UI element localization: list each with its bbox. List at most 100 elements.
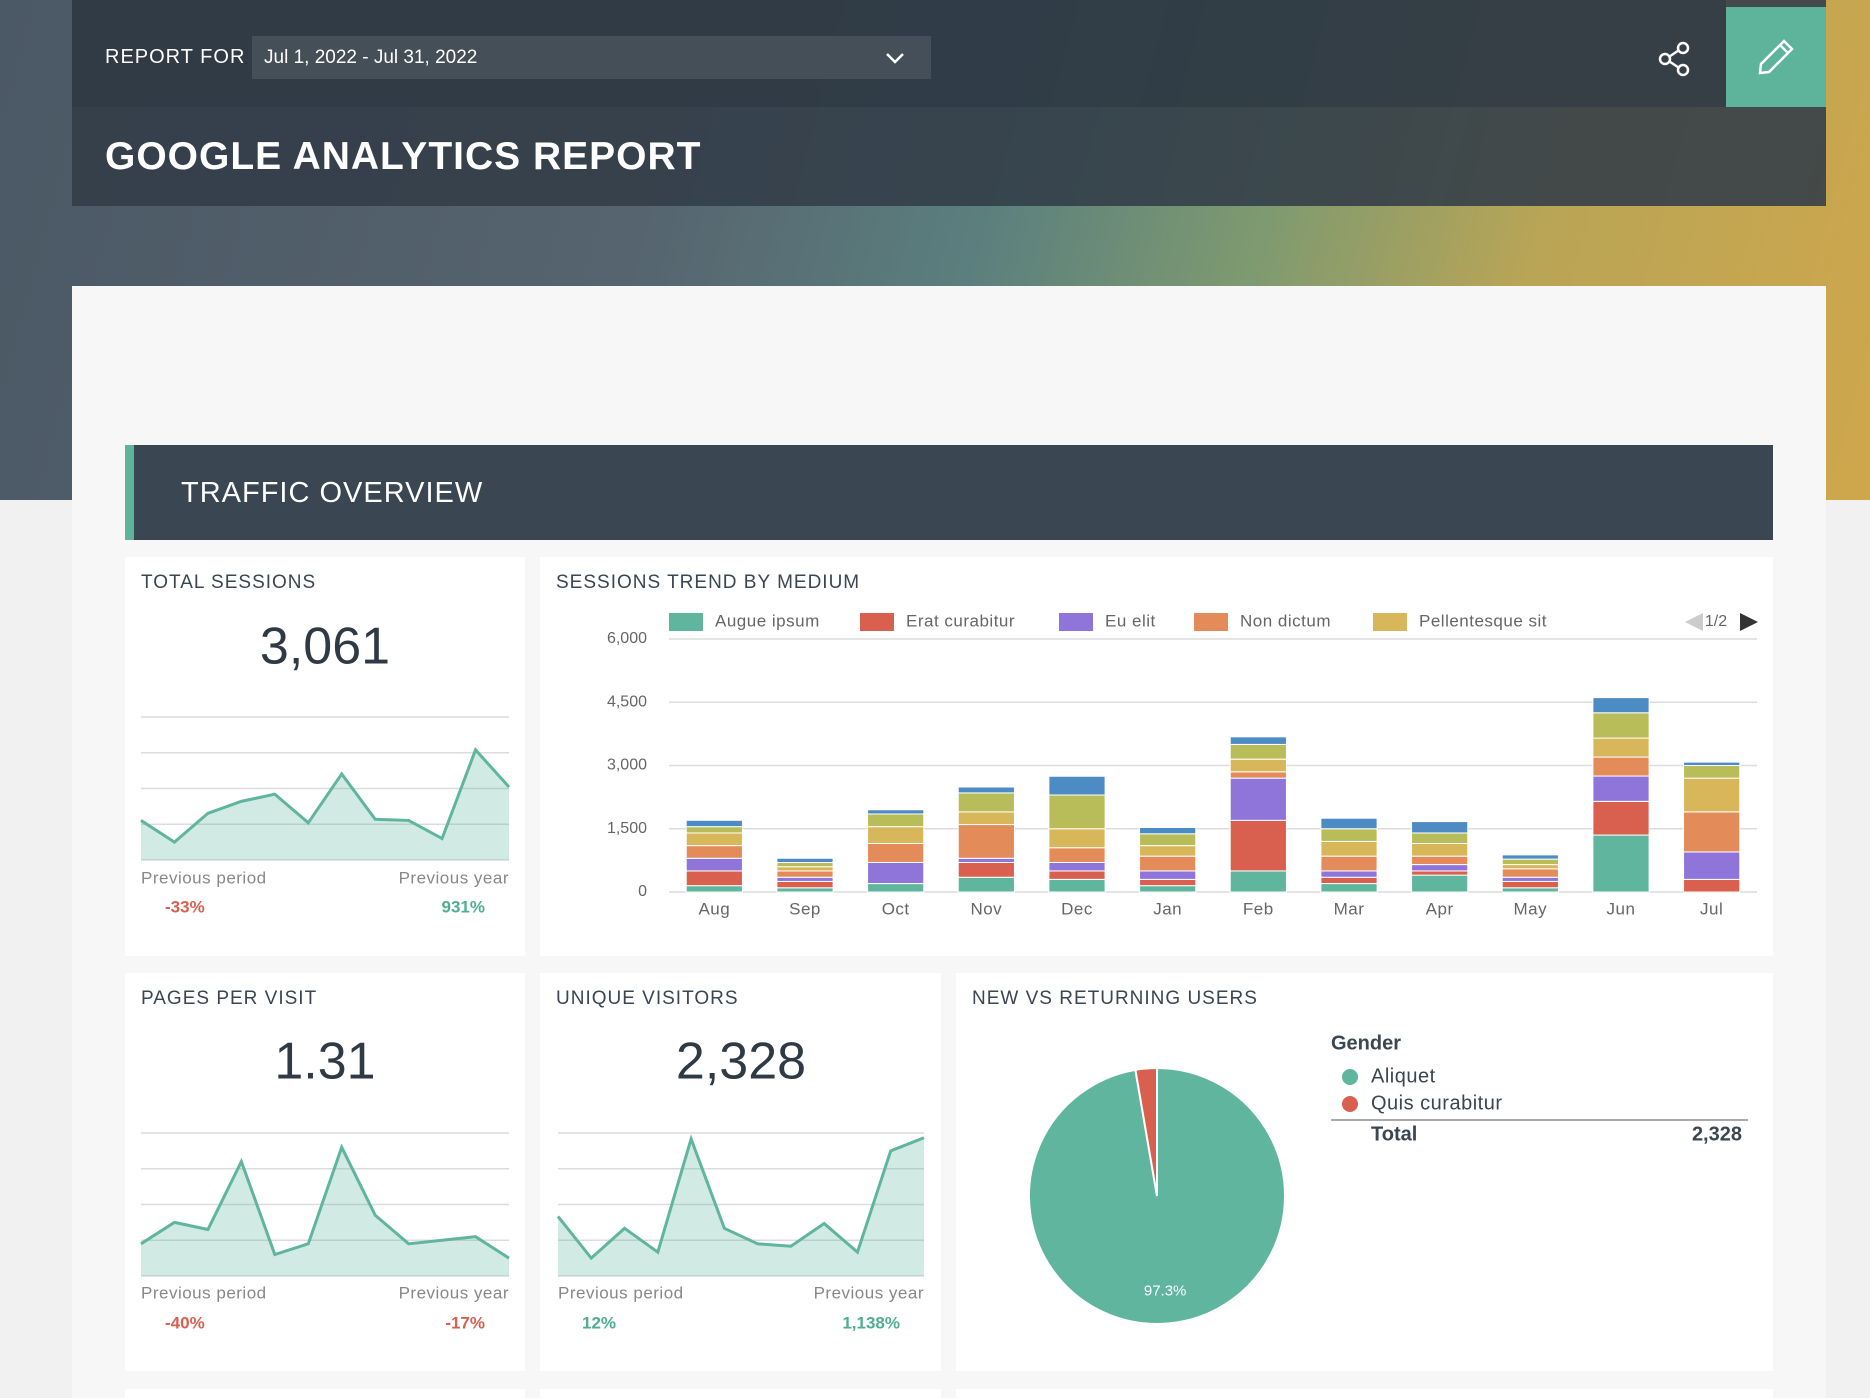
bar-segment (1501, 854, 1559, 860)
widget-title: UNIQUE VISITORS (556, 988, 739, 1009)
bar-segment (1229, 771, 1287, 779)
bar-segment (1139, 826, 1197, 835)
bar-segment (1320, 840, 1378, 857)
bar-segment (1501, 868, 1559, 878)
legend-swatch (860, 613, 894, 631)
bar-segment (867, 883, 925, 893)
legend-prev (1685, 613, 1703, 631)
bar-segment (1229, 743, 1287, 760)
card (956, 1389, 1773, 1398)
bar-segment (957, 876, 1015, 893)
bar-segment (1139, 870, 1197, 880)
bar-segment (957, 792, 1015, 813)
bar-segment (1411, 821, 1469, 834)
comparison-value: 1,138% (842, 1313, 900, 1332)
bar-segment (1592, 712, 1650, 739)
widget-title: PAGES PER VISIT (141, 988, 317, 1009)
comparison-label: Previous year (399, 868, 509, 887)
bar-segment (776, 880, 834, 889)
bar-segment (1048, 870, 1106, 880)
y-tick-label: 0 (638, 883, 647, 900)
share-button[interactable] (1657, 41, 1693, 77)
bar-segment (1320, 828, 1378, 842)
report-title: GOOGLE ANALYTICS REPORT (105, 135, 702, 178)
widget-title: NEW VS RETURNING USERS (972, 988, 1258, 1009)
x-tick-label: Feb (1243, 899, 1274, 918)
bar-segment (1592, 800, 1650, 836)
kpi-value: 2,328 (676, 1033, 806, 1091)
legend-swatch (1059, 613, 1093, 631)
legend-label: Erat curabitur (906, 611, 1015, 630)
line (556, 1134, 925, 1261)
x-tick-label: Nov (970, 899, 1002, 918)
bar-segment (1683, 811, 1741, 853)
legend-swatch (1194, 613, 1228, 631)
comparison-label: Previous year (814, 1283, 924, 1302)
bar-segment (1048, 794, 1106, 830)
bar-segment (867, 843, 925, 863)
bar-segment (1229, 870, 1287, 893)
bar-segment (1320, 883, 1378, 893)
bar-segment (1683, 878, 1741, 893)
bar-segment (1592, 697, 1650, 714)
kpi-value: 1.31 (274, 1033, 375, 1091)
bar-segment (685, 857, 743, 872)
card (540, 973, 941, 1371)
bar-segment (1048, 775, 1106, 796)
legend-title: Gender (1331, 1032, 1401, 1054)
bar-segment (1320, 870, 1378, 878)
legend-dot (1342, 1096, 1358, 1112)
report-for-label: REPORT FOR (105, 46, 246, 68)
edit-button[interactable] (1726, 7, 1826, 107)
bar-segment (776, 870, 834, 878)
bar-segment (1411, 843, 1469, 857)
bar-segment (1048, 861, 1106, 872)
legend-label: Eu elit (1105, 611, 1156, 630)
line (140, 1143, 510, 1260)
x-tick-label: Aug (698, 899, 730, 918)
chevron (886, 53, 904, 64)
x-tick-label: Sep (789, 899, 821, 918)
x-tick-label: Apr (1426, 899, 1454, 918)
bar-segment (1139, 878, 1197, 887)
comparison-label: Previous period (141, 1283, 267, 1302)
bar-segment (1501, 887, 1559, 893)
bar-segment (1501, 858, 1559, 866)
line (140, 747, 511, 844)
comparison-value: -17% (445, 1313, 485, 1332)
legend-label: Augue ipsum (715, 611, 820, 630)
date-dropdown[interactable]: Jul 1, 2022 - Jul 31, 2022 (252, 36, 931, 79)
bar-segment (957, 786, 1015, 794)
bar-segment (1048, 878, 1106, 893)
date-range: Jul 1, 2022 - Jul 31, 2022 (264, 47, 478, 68)
pencil-icon (1758, 39, 1794, 75)
bar-segment (1320, 876, 1378, 885)
bar-segment (957, 811, 1015, 826)
bar-segment (1139, 885, 1197, 893)
y-tick-label: 1,500 (607, 820, 647, 837)
x-tick-label: Mar (1334, 899, 1365, 918)
bar-segment (1229, 777, 1287, 821)
legend-next[interactable] (1740, 613, 1758, 631)
bar-segment (1411, 870, 1469, 876)
pie-slice (1134, 1066, 1158, 1197)
bar-segment (867, 861, 925, 885)
x-tick-label: May (1514, 899, 1548, 918)
bar-segment (867, 809, 925, 815)
legend-label: Pellentesque sit (1419, 611, 1547, 630)
bar-segment (1683, 777, 1741, 813)
legend-label: Aliquet (1371, 1065, 1436, 1087)
bar-segment (1411, 864, 1469, 872)
y-tick-label: 4,500 (607, 693, 647, 710)
x-tick-label: Jun (1607, 899, 1636, 918)
bar-segment (1139, 855, 1197, 872)
bar-segment (1229, 819, 1287, 872)
y-tick-label: 6,000 (607, 630, 647, 647)
comparison-value: -33% (165, 897, 205, 916)
bar-segment (1592, 737, 1650, 758)
bar-segment (957, 857, 1015, 863)
bar-segment (685, 870, 743, 887)
y-tick-label: 3,000 (607, 757, 647, 774)
